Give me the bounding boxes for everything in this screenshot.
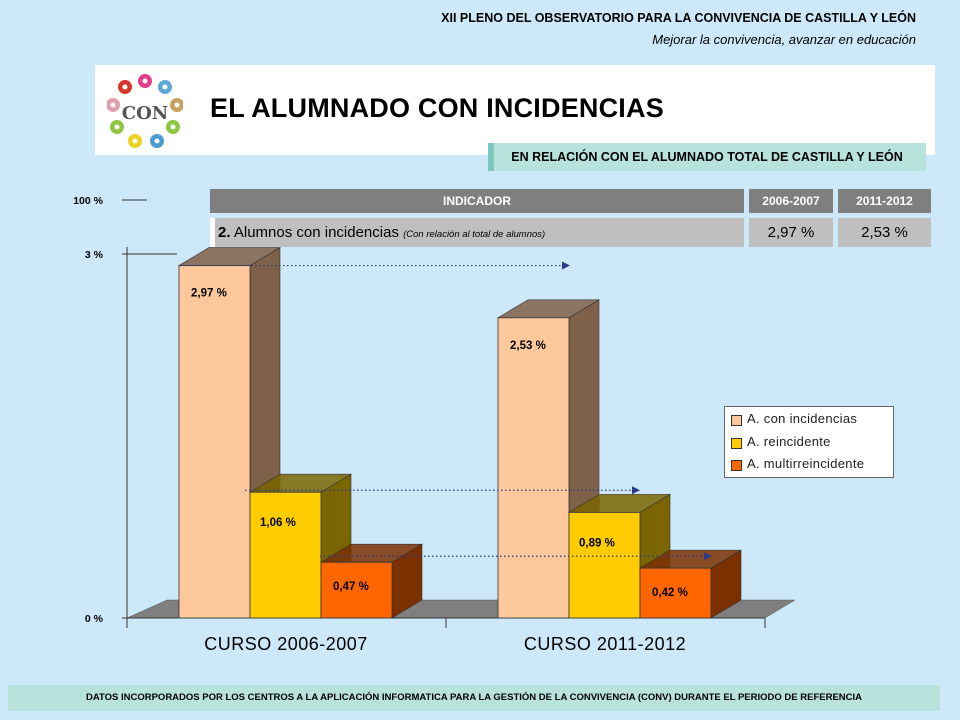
connector-arrowhead-0: [562, 261, 570, 270]
legend-label-multirreincidente: A. multirreincidente: [747, 456, 865, 471]
indicator-note: (Con relación al total de alumnos): [403, 229, 546, 240]
con-logo: CON: [106, 73, 184, 149]
year-header-2006: 2006-2007: [749, 189, 833, 213]
legend-swatch-multirreincidente: [731, 460, 742, 471]
bar-label-0-1: 1,06 %: [260, 517, 296, 529]
y-tick-label-1: 3 %: [85, 249, 104, 261]
bar-label-1-0: 2,53 %: [510, 340, 546, 352]
connector-arrowhead-1: [632, 486, 640, 495]
y-tick-label-2: 100 %: [73, 195, 103, 207]
category-label-1: CURSO 2011-2012: [524, 634, 686, 654]
legend-label-reincidente: A. reincidente: [747, 434, 831, 449]
indicator-row-label: 2. Alumnos con incidencias (Con relación…: [210, 218, 744, 247]
year-header-2011: 2011-2012: [838, 189, 931, 213]
presentation-title: XII PLENO DEL OBSERVATORIO PARA LA CONVI…: [441, 11, 916, 25]
bar-0-2: [320, 561, 393, 619]
bar-label-0-2: 0,47 %: [333, 581, 369, 593]
indicator-value-2006: 2,97 %: [749, 218, 833, 247]
chart-legend: A. con incidencias A. reincidente A. mul…: [724, 406, 894, 478]
connector-arrowhead-2: [704, 552, 712, 561]
presentation-subtitle: Mejorar la convivencia, avanzar en educa…: [652, 32, 916, 47]
indicator-number: 2.: [218, 224, 231, 241]
indicator-header: INDICADOR: [210, 189, 744, 213]
logo-figures: [106, 74, 184, 148]
logo-text: CON: [122, 103, 168, 124]
indicator-label: Alumnos con incidencias: [233, 224, 399, 241]
bar-label-1-1: 0,89 %: [579, 537, 615, 549]
legend-swatch-incidencias: [731, 415, 742, 426]
indicator-value-2011: 2,53 %: [838, 218, 931, 247]
relation-banner: EN RELACIÓN CON EL ALUMNADO TOTAL DE CAS…: [488, 143, 926, 171]
bar-label-0-0: 2,97 %: [191, 288, 227, 300]
bar-0-1: [249, 491, 322, 619]
bar-0-0: [178, 265, 251, 619]
bar-1-0: [497, 317, 570, 619]
page-title: EL ALUMNADO CON INCIDENCIAS: [210, 93, 664, 123]
footer-note: DATOS INCORPORADOS POR LOS CENTROS A LA …: [8, 685, 940, 711]
category-label-0: CURSO 2006-2007: [204, 634, 368, 654]
legend-swatch-reincidente: [731, 438, 742, 449]
y-tick-label-0: 0 %: [85, 613, 104, 625]
bar-label-1-2: 0,42 %: [652, 587, 688, 599]
legend-label-incidencias: A. con incidencias: [747, 411, 858, 426]
bar-1-2: [639, 567, 712, 619]
bar-1-1: [568, 511, 641, 619]
title-banner: CON EL ALUMNADO CON INCIDENCIAS: [95, 65, 935, 155]
